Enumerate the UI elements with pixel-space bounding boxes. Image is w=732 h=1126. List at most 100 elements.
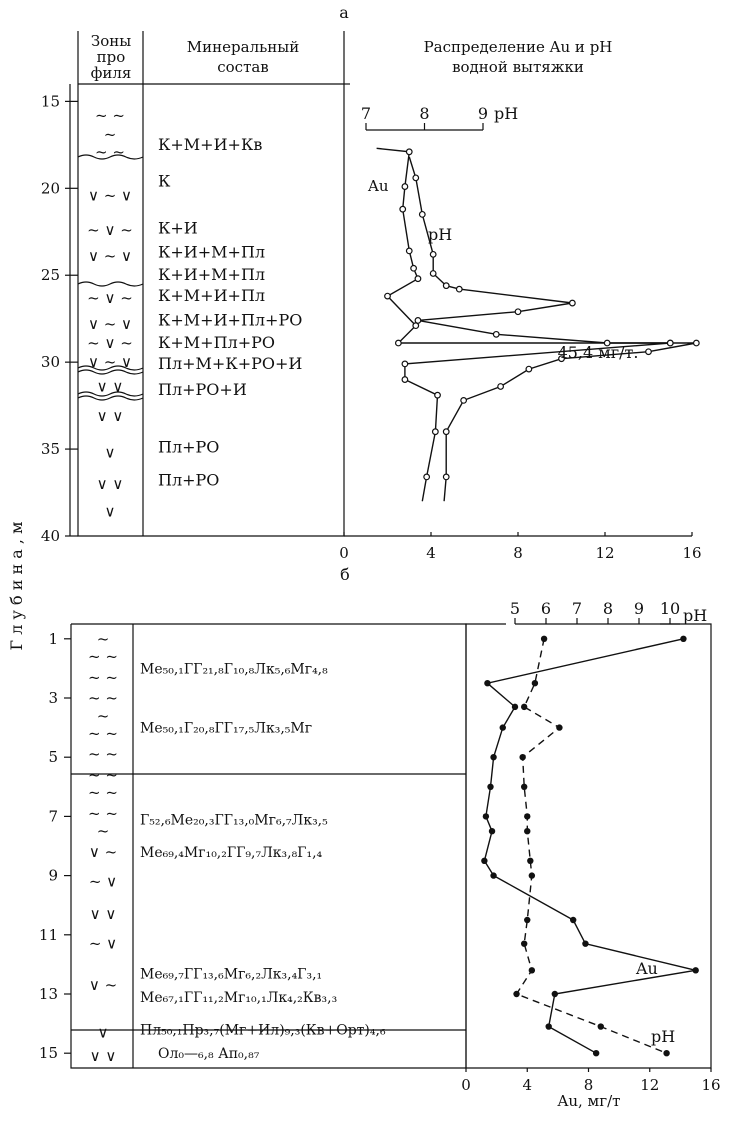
data-point-b-Au bbox=[499, 724, 506, 731]
ph-axis-b-label: pH bbox=[683, 606, 707, 625]
data-point-b-pH bbox=[513, 990, 520, 998]
depth-tick-label-a: 20 bbox=[41, 179, 60, 197]
zone-symbol: ∨ ∨ bbox=[90, 905, 117, 923]
series-line-a-pH bbox=[408, 156, 697, 502]
data-point-b-pH bbox=[556, 724, 563, 731]
x-tick-label-a: 4 bbox=[426, 544, 436, 562]
data-point-b-pH bbox=[524, 916, 531, 924]
data-point-b-pH bbox=[524, 828, 531, 835]
mineral-row-a: Пл+РО bbox=[158, 437, 219, 456]
mineral-row-b: Г₅₂,₆Ме₂₀,₃ГГ₁₃,₀Мг₆,₇Лк₃,₅ bbox=[140, 812, 328, 828]
panel-a-x-ticks: 0 4 8 12 16 bbox=[339, 532, 702, 562]
data-point-a-pH bbox=[414, 317, 422, 324]
zone-symbol: ~ ∨ bbox=[89, 873, 117, 891]
zone-symbol: ~ ~ bbox=[95, 143, 125, 161]
depth-tick-label-b: 1 bbox=[48, 630, 58, 648]
data-point-b-pH bbox=[520, 703, 528, 711]
zone-symbol: ~ ~ bbox=[88, 766, 118, 784]
au-label-b: Au bbox=[635, 959, 658, 978]
data-point-a-pH bbox=[525, 365, 533, 373]
panel-a-label: а bbox=[339, 3, 349, 22]
x-tick-label-a: 8 bbox=[513, 544, 523, 562]
zone-symbol: ∨ bbox=[105, 503, 116, 521]
ph-tick-label-b: 8 bbox=[603, 599, 613, 618]
panel-b-zone-symbols: ~~ ~~ ~~ ~~~ ~~ ~~ ~~ ~~ ~~∨ ~~ ∨∨ ∨~ ∨∨… bbox=[88, 630, 118, 1065]
data-point-a-Au bbox=[423, 473, 431, 481]
ph-label-b: pH bbox=[651, 1027, 675, 1046]
data-point-a-pH bbox=[666, 339, 674, 347]
depth-tick-label-a: 40 bbox=[41, 527, 60, 545]
zone-symbol: ~ bbox=[97, 822, 110, 840]
zone-symbol: ~ ~ bbox=[88, 725, 118, 743]
x-tick-label-a: 12 bbox=[595, 544, 614, 562]
data-point-a-pH bbox=[603, 339, 611, 347]
ph-axis-a-ticks: 7 8 9 bbox=[361, 104, 488, 130]
zone-symbol: ~ ∨ ~ bbox=[87, 289, 133, 307]
data-point-b-pH bbox=[597, 1023, 604, 1030]
depth-axis-label: Г л у б и н а , м bbox=[7, 522, 26, 651]
zone-symbol: ~ bbox=[97, 707, 110, 725]
panel-b-x-axis-label: Au, мг/т bbox=[557, 1092, 621, 1110]
panel-a: а Зоны про филя Минеральный состав Распр… bbox=[41, 3, 702, 562]
wavy-boundary bbox=[77, 369, 144, 375]
zone-symbol: ∨ ∨ bbox=[97, 407, 124, 425]
zone-symbol: ∨ bbox=[105, 444, 116, 462]
depth-tick-label-b: 5 bbox=[48, 748, 58, 766]
data-point-a-Au bbox=[414, 275, 422, 283]
data-point-b-Au bbox=[545, 1023, 552, 1030]
data-point-b-pH bbox=[540, 635, 548, 642]
data-point-b-Au bbox=[680, 635, 687, 642]
depth-tick-label-b: 7 bbox=[48, 807, 58, 825]
zone-symbol: ∨ ~ ∨ bbox=[88, 315, 132, 333]
panel-b-series bbox=[481, 635, 699, 1057]
data-point-b-Au bbox=[592, 1050, 600, 1057]
ph-tick-label-b: 9 bbox=[634, 599, 644, 618]
mineral-header-line-1: Минеральный bbox=[187, 38, 299, 56]
data-point-a-pH bbox=[429, 250, 437, 258]
data-point-b-pH bbox=[519, 754, 526, 761]
mineral-row-b: Ме₅₀,₁ГГ₂₁,₈Г₁₀,₈Лк₅,₆Мг₄,₈ bbox=[140, 661, 328, 677]
x-tick-label-b: 0 bbox=[461, 1076, 471, 1094]
data-point-b-Au bbox=[551, 990, 559, 998]
mineral-row-b: Ме₆₇,₁ГГ₁₁,₂Мг₁₀,₁Лк₄,₂Кв₃,₃ bbox=[140, 990, 337, 1006]
data-point-a-Au bbox=[431, 428, 439, 436]
panel-a-zone-boundaries bbox=[77, 154, 144, 401]
mineral-row-a: Пл+РО+И bbox=[158, 380, 247, 399]
extreme-value-label: 45,4 мг/т. bbox=[558, 343, 639, 362]
data-point-b-pH bbox=[663, 1050, 670, 1057]
data-point-a-pH bbox=[442, 428, 450, 436]
data-point-a-pH bbox=[442, 282, 450, 290]
depth-tick-label-a: 15 bbox=[41, 92, 60, 110]
data-point-a-pH bbox=[558, 355, 565, 363]
data-point-b-pH bbox=[531, 680, 539, 687]
panel-b-label: б bbox=[340, 565, 350, 584]
mineral-row-a: К+М+И+Кв bbox=[158, 135, 262, 154]
mineral-row-a: К+М+И+Пл+РО bbox=[158, 310, 302, 329]
data-point-b-Au bbox=[488, 828, 496, 835]
ph-axis-b-ticks: 5 6 7 8 9 10 bbox=[510, 599, 680, 624]
panel-b-x-ticks: 0 4 8 12 16 bbox=[461, 1068, 721, 1094]
zone-symbol: ∨ ∨ bbox=[90, 1047, 117, 1065]
zone-symbol: ∨ ∨ bbox=[97, 475, 124, 493]
data-point-a-Au bbox=[405, 247, 413, 255]
x-tick-label-b: 4 bbox=[522, 1076, 532, 1094]
panel-a-mineral-rows: К+М+И+Кв К К+И К+И+М+Пл К+И+М+Пл К+М+И+Пл К+М+… bbox=[158, 135, 302, 490]
mineral-row-a: К bbox=[158, 171, 171, 190]
depth-tick-label-a: 35 bbox=[41, 440, 60, 458]
data-point-b-Au bbox=[692, 967, 699, 974]
zone-symbol: ∨ ∨ bbox=[97, 377, 124, 395]
depth-tick-label-b: 3 bbox=[48, 689, 58, 707]
data-point-b-Au bbox=[482, 813, 490, 820]
depth-tick-label-b: 11 bbox=[39, 926, 58, 944]
data-point-b-Au bbox=[481, 857, 488, 864]
distribution-header-line-1: Распределение Au и pH bbox=[424, 38, 613, 56]
data-point-b-Au bbox=[490, 754, 497, 761]
data-point-a-pH bbox=[497, 383, 505, 390]
data-point-a-pH bbox=[460, 397, 468, 404]
x-tick-label-a: 0 bbox=[339, 544, 349, 562]
data-point-b-pH bbox=[527, 857, 534, 864]
data-point-b-pH bbox=[520, 783, 528, 790]
x-tick-label-a: 16 bbox=[682, 544, 701, 562]
